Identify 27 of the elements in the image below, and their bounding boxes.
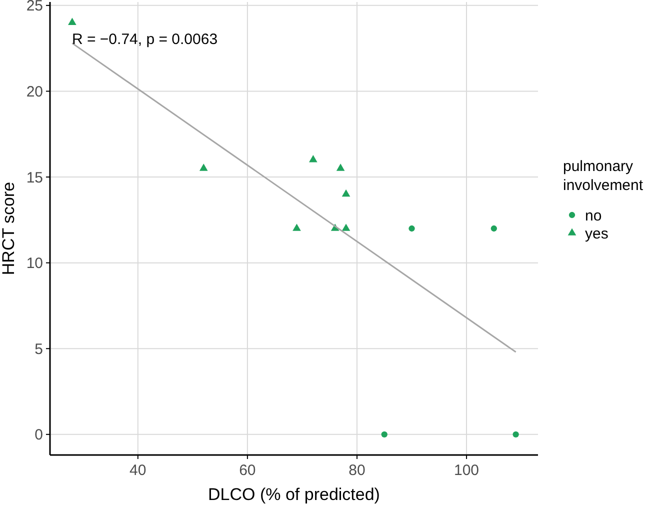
y-axis-title: HRCT score <box>0 182 18 276</box>
point <box>408 225 415 232</box>
point <box>381 431 388 438</box>
y-tick-label: 15 <box>26 169 43 186</box>
x-tick-label: 80 <box>348 462 366 479</box>
y-tick-label: 20 <box>26 83 43 100</box>
point <box>309 155 318 162</box>
point <box>342 189 350 197</box>
point <box>292 224 301 231</box>
legend-title: pulmonary involvement <box>563 158 644 194</box>
point <box>336 164 345 171</box>
legend-label: yes <box>585 225 608 242</box>
y-tick-label: 5 <box>34 340 43 358</box>
point <box>199 164 208 171</box>
annotation: R = −0.74, p = 0.0063 <box>72 31 218 48</box>
point <box>490 225 497 232</box>
x-axis-title: DLCO (% of predicted) <box>208 485 380 504</box>
y-tick-label: 0 <box>34 426 43 444</box>
point <box>512 431 519 438</box>
x-tick-label: 100 <box>454 462 480 479</box>
y-tick-label: 25 <box>26 0 43 15</box>
legend-label: no <box>585 207 602 224</box>
point <box>68 18 76 25</box>
y-tick-label: 10 <box>26 255 43 272</box>
x-tick-label: 60 <box>239 462 256 479</box>
x-tick-label: 40 <box>130 462 146 479</box>
point <box>342 224 350 231</box>
